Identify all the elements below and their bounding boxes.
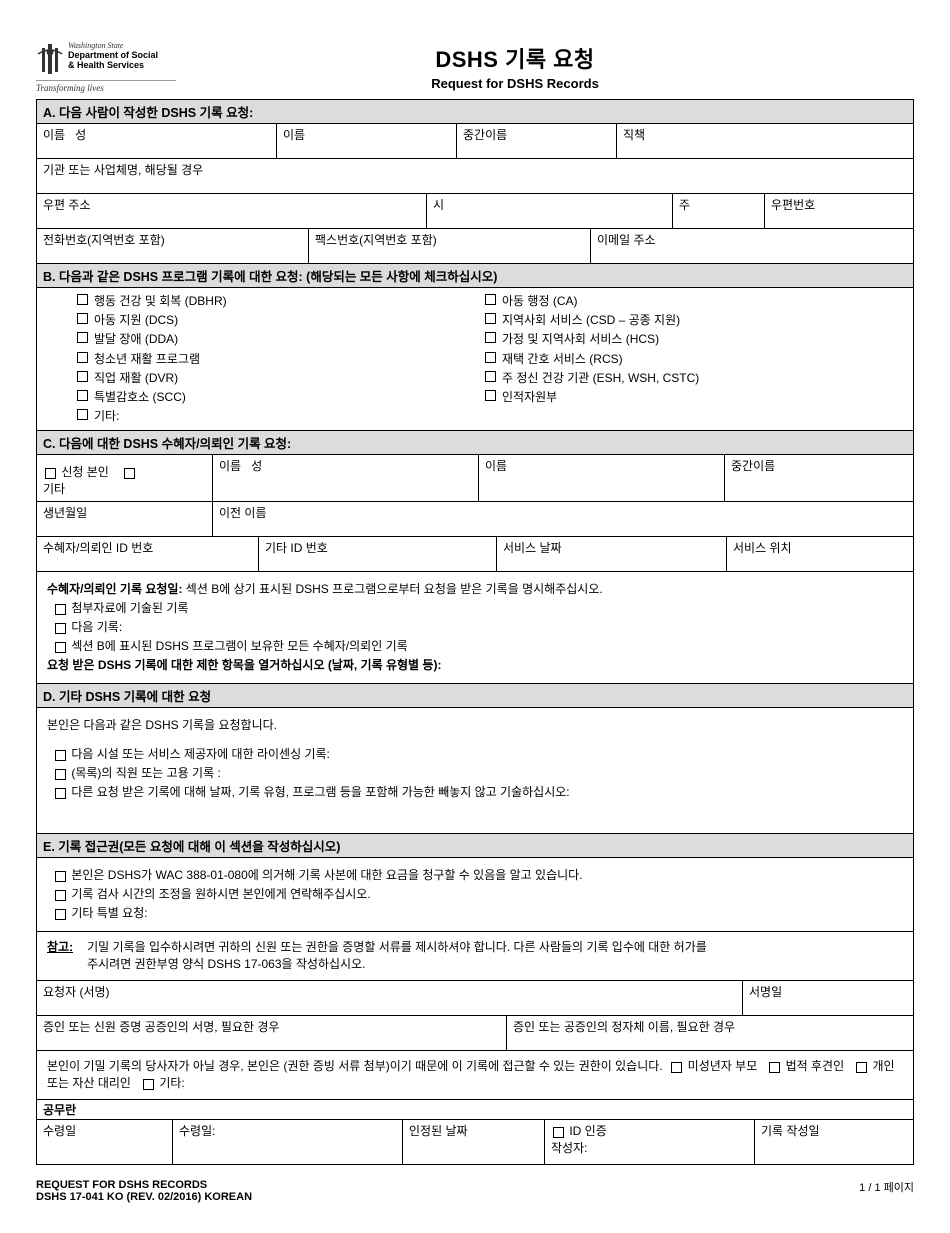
field-zip[interactable]: 우편번호 [765,194,913,228]
field-witness-sig[interactable]: 증인 또는 신원 증명 공증인의 서명, 필요한 경우 [37,1016,507,1050]
section-a-head: A. 다음 사람이 작성한 DSHS 기록 요청: [37,100,913,124]
checkbox[interactable] [485,294,496,305]
checkbox[interactable] [769,1062,780,1073]
form-subtitle: Request for DSHS Records [176,76,854,91]
checkbox[interactable] [485,352,496,363]
section-d-body: 본인은 다음과 같은 DSHS 기록을 요청합니다. 다음 시설 또는 서비스 … [37,708,913,834]
checkbox[interactable] [485,332,496,343]
field-c-middle[interactable]: 중간이름 [725,455,913,501]
checkbox[interactable] [485,313,496,324]
checkbox[interactable] [55,604,66,615]
field-c-last[interactable]: 이름 성 [213,455,479,501]
section-e-auth: 본인이 기밀 기록의 당사자가 아닐 경우, 본인은 (권한 증빙 서류 첨부)… [37,1051,913,1100]
agency-logo: Washington State Department of Social & … [36,42,176,93]
section-b-checks: 행동 건강 및 회복 (DBHR) 아동 지원 (DCS) 발달 장애 (DDA… [37,288,913,431]
field-svcdate[interactable]: 서비스 날짜 [497,537,727,571]
checkbox[interactable] [55,750,66,761]
field-title[interactable]: 직책 [617,124,913,158]
field-made[interactable]: 기록 작성일 [755,1120,913,1164]
field-mail[interactable]: 우편 주소 [37,194,427,228]
field-sign-date[interactable]: 서명일 [743,981,913,1015]
checkbox[interactable] [485,371,496,382]
checkbox[interactable] [77,313,88,324]
office-head: 공무란 [37,1100,913,1120]
checkbox[interactable] [553,1127,564,1138]
field-witness-name[interactable]: 증인 또는 공증인의 정자체 이름, 필요한 경우 [507,1016,913,1050]
seal-icon [36,42,64,76]
checkbox[interactable] [55,769,66,780]
checkbox[interactable] [671,1062,682,1073]
section-c-request: 수혜자/의뢰인 기록 요청일: 섹션 B에 상기 표시된 DSHS 프로그램으로… [37,572,913,684]
checkbox[interactable] [77,371,88,382]
checkbox[interactable] [55,642,66,653]
field-dob[interactable]: 생년월일 [37,502,213,536]
field-city[interactable]: 시 [427,194,673,228]
checkbox[interactable] [856,1062,867,1073]
section-e-head: E. 기록 접근권(모든 요청에 대해 이 섹션을 작성하십시오) [37,834,913,858]
checkbox[interactable] [77,294,88,305]
checkbox[interactable] [77,352,88,363]
field-recv-a[interactable]: 수령일 [37,1120,173,1164]
checkbox[interactable] [77,409,88,420]
checkbox[interactable] [55,890,66,901]
checkbox[interactable] [55,871,66,882]
field-middle[interactable]: 중간이름 [457,124,617,158]
footer-formid: REQUEST FOR DSHS RECORDS DSHS 17-041 KO … [36,1179,252,1203]
section-d-head: D. 기타 DSHS 기록에 대한 요청 [37,684,913,708]
checkbox[interactable] [55,788,66,799]
field-recv-b[interactable]: 수령일: [173,1120,403,1164]
section-c-head: C. 다음에 대한 DSHS 수혜자/의뢰인 기록 요청: [37,431,913,455]
field-rid[interactable]: 수혜자/의뢰인 ID 번호 [37,537,259,571]
field-ack[interactable]: 인정된 날짜 [403,1120,545,1164]
checkbox-other[interactable] [124,468,135,479]
section-e-top: 본인은 DSHS가 WAC 388-01-080에 의거해 기록 사본에 대한 … [37,858,913,932]
field-svcloc[interactable]: 서비스 위치 [727,537,913,571]
field-email[interactable]: 이메일 주소 [591,229,913,263]
field-signature[interactable]: 요청자 (서명) [37,981,743,1015]
field-c-first[interactable]: 이름 [479,455,725,501]
checkbox[interactable] [55,623,66,634]
field-otherid[interactable]: 기타 ID 번호 [259,537,497,571]
section-e-note: 참고: 기밀 기록을 입수하시려면 귀하의 신원 또는 권한을 증명할 서류를 … [37,932,913,981]
footer-page: 1 / 1 페이지 [859,1179,914,1203]
section-b-head: B. 다음과 같은 DSHS 프로그램 기록에 대한 요청: (해당되는 모든 … [37,264,913,288]
checkbox[interactable] [485,390,496,401]
checkbox[interactable] [143,1079,154,1090]
checkbox[interactable] [77,332,88,343]
field-first[interactable]: 이름 [277,124,457,158]
checkbox[interactable] [77,390,88,401]
field-fax[interactable]: 팩스번호(지역번호 포함) [309,229,591,263]
field-name[interactable]: 이름 성 [37,124,277,158]
field-whom: 신청 본인 기타 [37,455,213,501]
checkbox[interactable] [55,909,66,920]
field-agency[interactable]: 기관 또는 사업체명, 해당될 경우 [37,159,913,193]
checkbox-self[interactable] [45,468,56,479]
form-title: DSHS 기록 요청 [176,42,854,74]
field-phone[interactable]: 전화번호(지역번호 포함) [37,229,309,263]
field-idver[interactable]: ID 인증 작성자: [545,1120,755,1164]
field-former[interactable]: 이전 이름 [213,502,913,536]
field-state[interactable]: 주 [673,194,765,228]
